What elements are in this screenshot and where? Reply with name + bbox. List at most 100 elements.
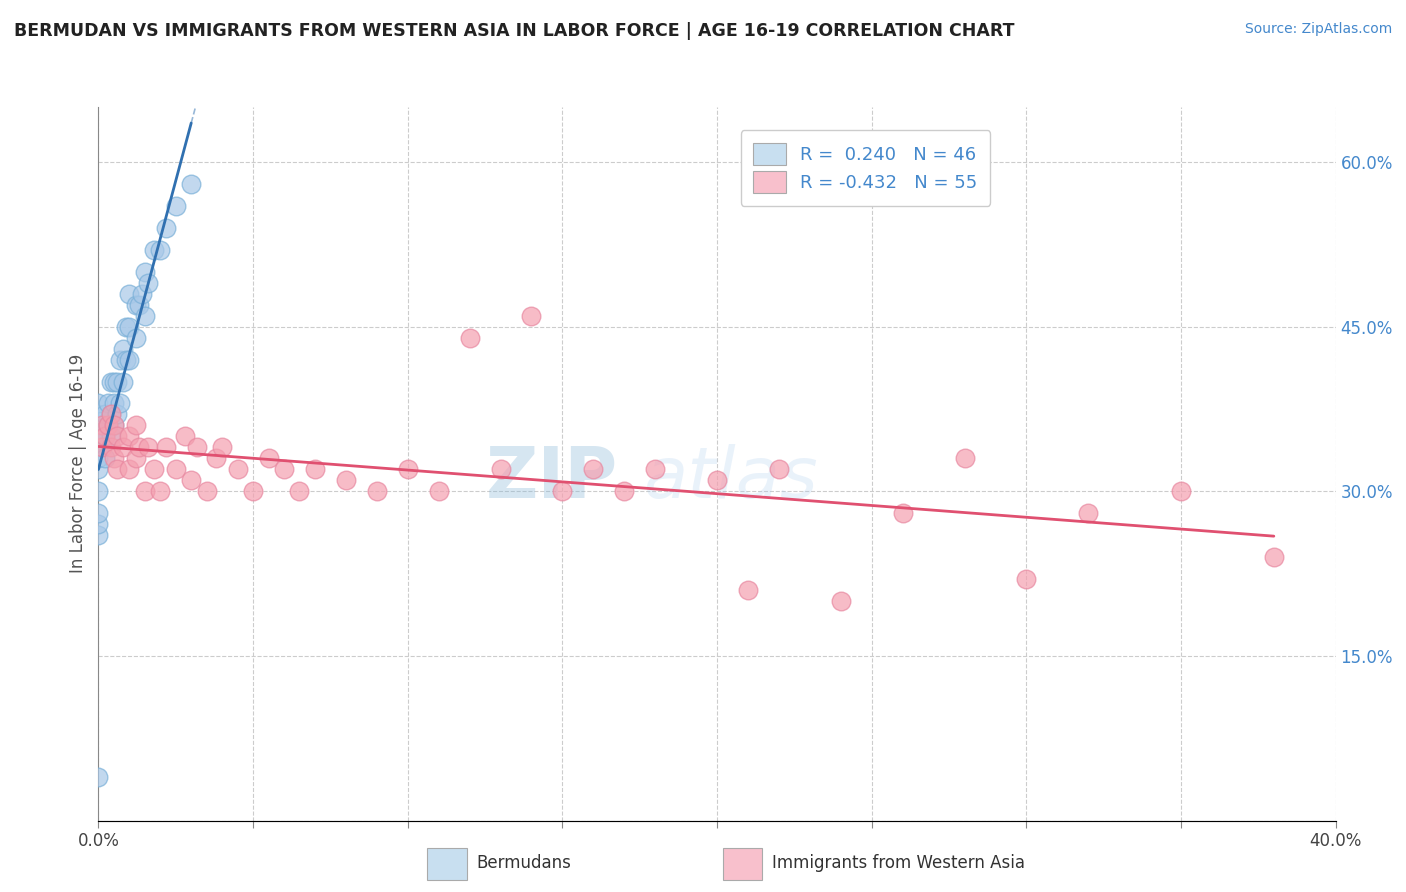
Point <box>103 375 125 389</box>
Legend: R =  0.240   N = 46, R = -0.432   N = 55: R = 0.240 N = 46, R = -0.432 N = 55 <box>741 130 990 206</box>
Point <box>128 298 150 312</box>
Point <box>613 484 636 499</box>
Point <box>87 396 110 410</box>
Point <box>93 429 115 443</box>
Point <box>155 441 177 455</box>
Point <box>100 429 122 443</box>
Point <box>112 375 135 389</box>
Point <box>100 408 122 422</box>
Point <box>134 265 156 279</box>
Point <box>97 396 120 410</box>
Point <box>87 517 110 532</box>
Point <box>108 352 131 367</box>
Text: ZIP: ZIP <box>486 443 619 513</box>
Point <box>1170 484 1192 499</box>
Point <box>87 441 110 455</box>
Point <box>118 352 141 367</box>
Point <box>93 429 115 443</box>
Point <box>273 462 295 476</box>
Text: Immigrants from Western Asia: Immigrants from Western Asia <box>772 854 1025 872</box>
Point <box>242 484 264 499</box>
Point <box>105 375 128 389</box>
Point <box>427 484 450 499</box>
Text: atlas: atlas <box>643 443 817 513</box>
Point <box>105 429 128 443</box>
Point <box>103 418 125 433</box>
Point <box>134 484 156 499</box>
Point <box>582 462 605 476</box>
Point <box>100 441 122 455</box>
Point <box>97 418 120 433</box>
Point <box>953 451 976 466</box>
Point <box>124 451 146 466</box>
Point <box>891 506 914 520</box>
Point <box>87 451 110 466</box>
Point <box>205 451 228 466</box>
Point <box>1263 550 1285 565</box>
Point <box>830 594 852 608</box>
Point <box>128 441 150 455</box>
Point <box>100 375 122 389</box>
Point <box>155 220 177 235</box>
Point <box>87 462 110 476</box>
Point <box>458 330 481 344</box>
Point <box>366 484 388 499</box>
Point <box>105 462 128 476</box>
Text: BERMUDAN VS IMMIGRANTS FROM WESTERN ASIA IN LABOR FORCE | AGE 16-19 CORRELATION : BERMUDAN VS IMMIGRANTS FROM WESTERN ASIA… <box>14 22 1015 40</box>
Point <box>90 418 112 433</box>
Point <box>551 484 574 499</box>
Point <box>180 177 202 191</box>
Point <box>87 770 110 784</box>
Point <box>288 484 311 499</box>
Point <box>93 451 115 466</box>
Point <box>118 462 141 476</box>
Point <box>87 484 110 499</box>
Point <box>124 418 146 433</box>
Point <box>87 418 110 433</box>
Bar <box>427 848 467 880</box>
Point <box>195 484 218 499</box>
Point <box>100 408 122 422</box>
Point <box>1077 506 1099 520</box>
Point <box>87 528 110 542</box>
Point <box>165 199 187 213</box>
Point <box>103 396 125 410</box>
Text: Bermudans: Bermudans <box>477 854 571 872</box>
Point <box>165 462 187 476</box>
Point <box>118 429 141 443</box>
Point <box>93 408 115 422</box>
Point <box>520 309 543 323</box>
Point <box>396 462 419 476</box>
Point <box>737 583 759 598</box>
Point <box>768 462 790 476</box>
Point <box>136 441 159 455</box>
Point <box>112 441 135 455</box>
Point <box>174 429 197 443</box>
Text: Source: ZipAtlas.com: Source: ZipAtlas.com <box>1244 22 1392 37</box>
Point <box>90 441 112 455</box>
Point <box>304 462 326 476</box>
Point <box>115 352 138 367</box>
Point <box>143 243 166 257</box>
Point <box>149 484 172 499</box>
Point <box>257 451 280 466</box>
Point <box>226 462 249 476</box>
Point <box>149 243 172 257</box>
Point <box>124 298 146 312</box>
Point <box>131 286 153 301</box>
Point <box>186 441 208 455</box>
Point <box>124 330 146 344</box>
Point <box>87 429 110 443</box>
Y-axis label: In Labor Force | Age 16-19: In Labor Force | Age 16-19 <box>69 354 87 574</box>
Point <box>118 286 141 301</box>
Point <box>87 408 110 422</box>
Point <box>489 462 512 476</box>
Point <box>136 276 159 290</box>
Point <box>143 462 166 476</box>
Point <box>103 451 125 466</box>
Point <box>97 418 120 433</box>
Point <box>211 441 233 455</box>
Point <box>335 473 357 487</box>
Point <box>108 396 131 410</box>
Point <box>644 462 666 476</box>
